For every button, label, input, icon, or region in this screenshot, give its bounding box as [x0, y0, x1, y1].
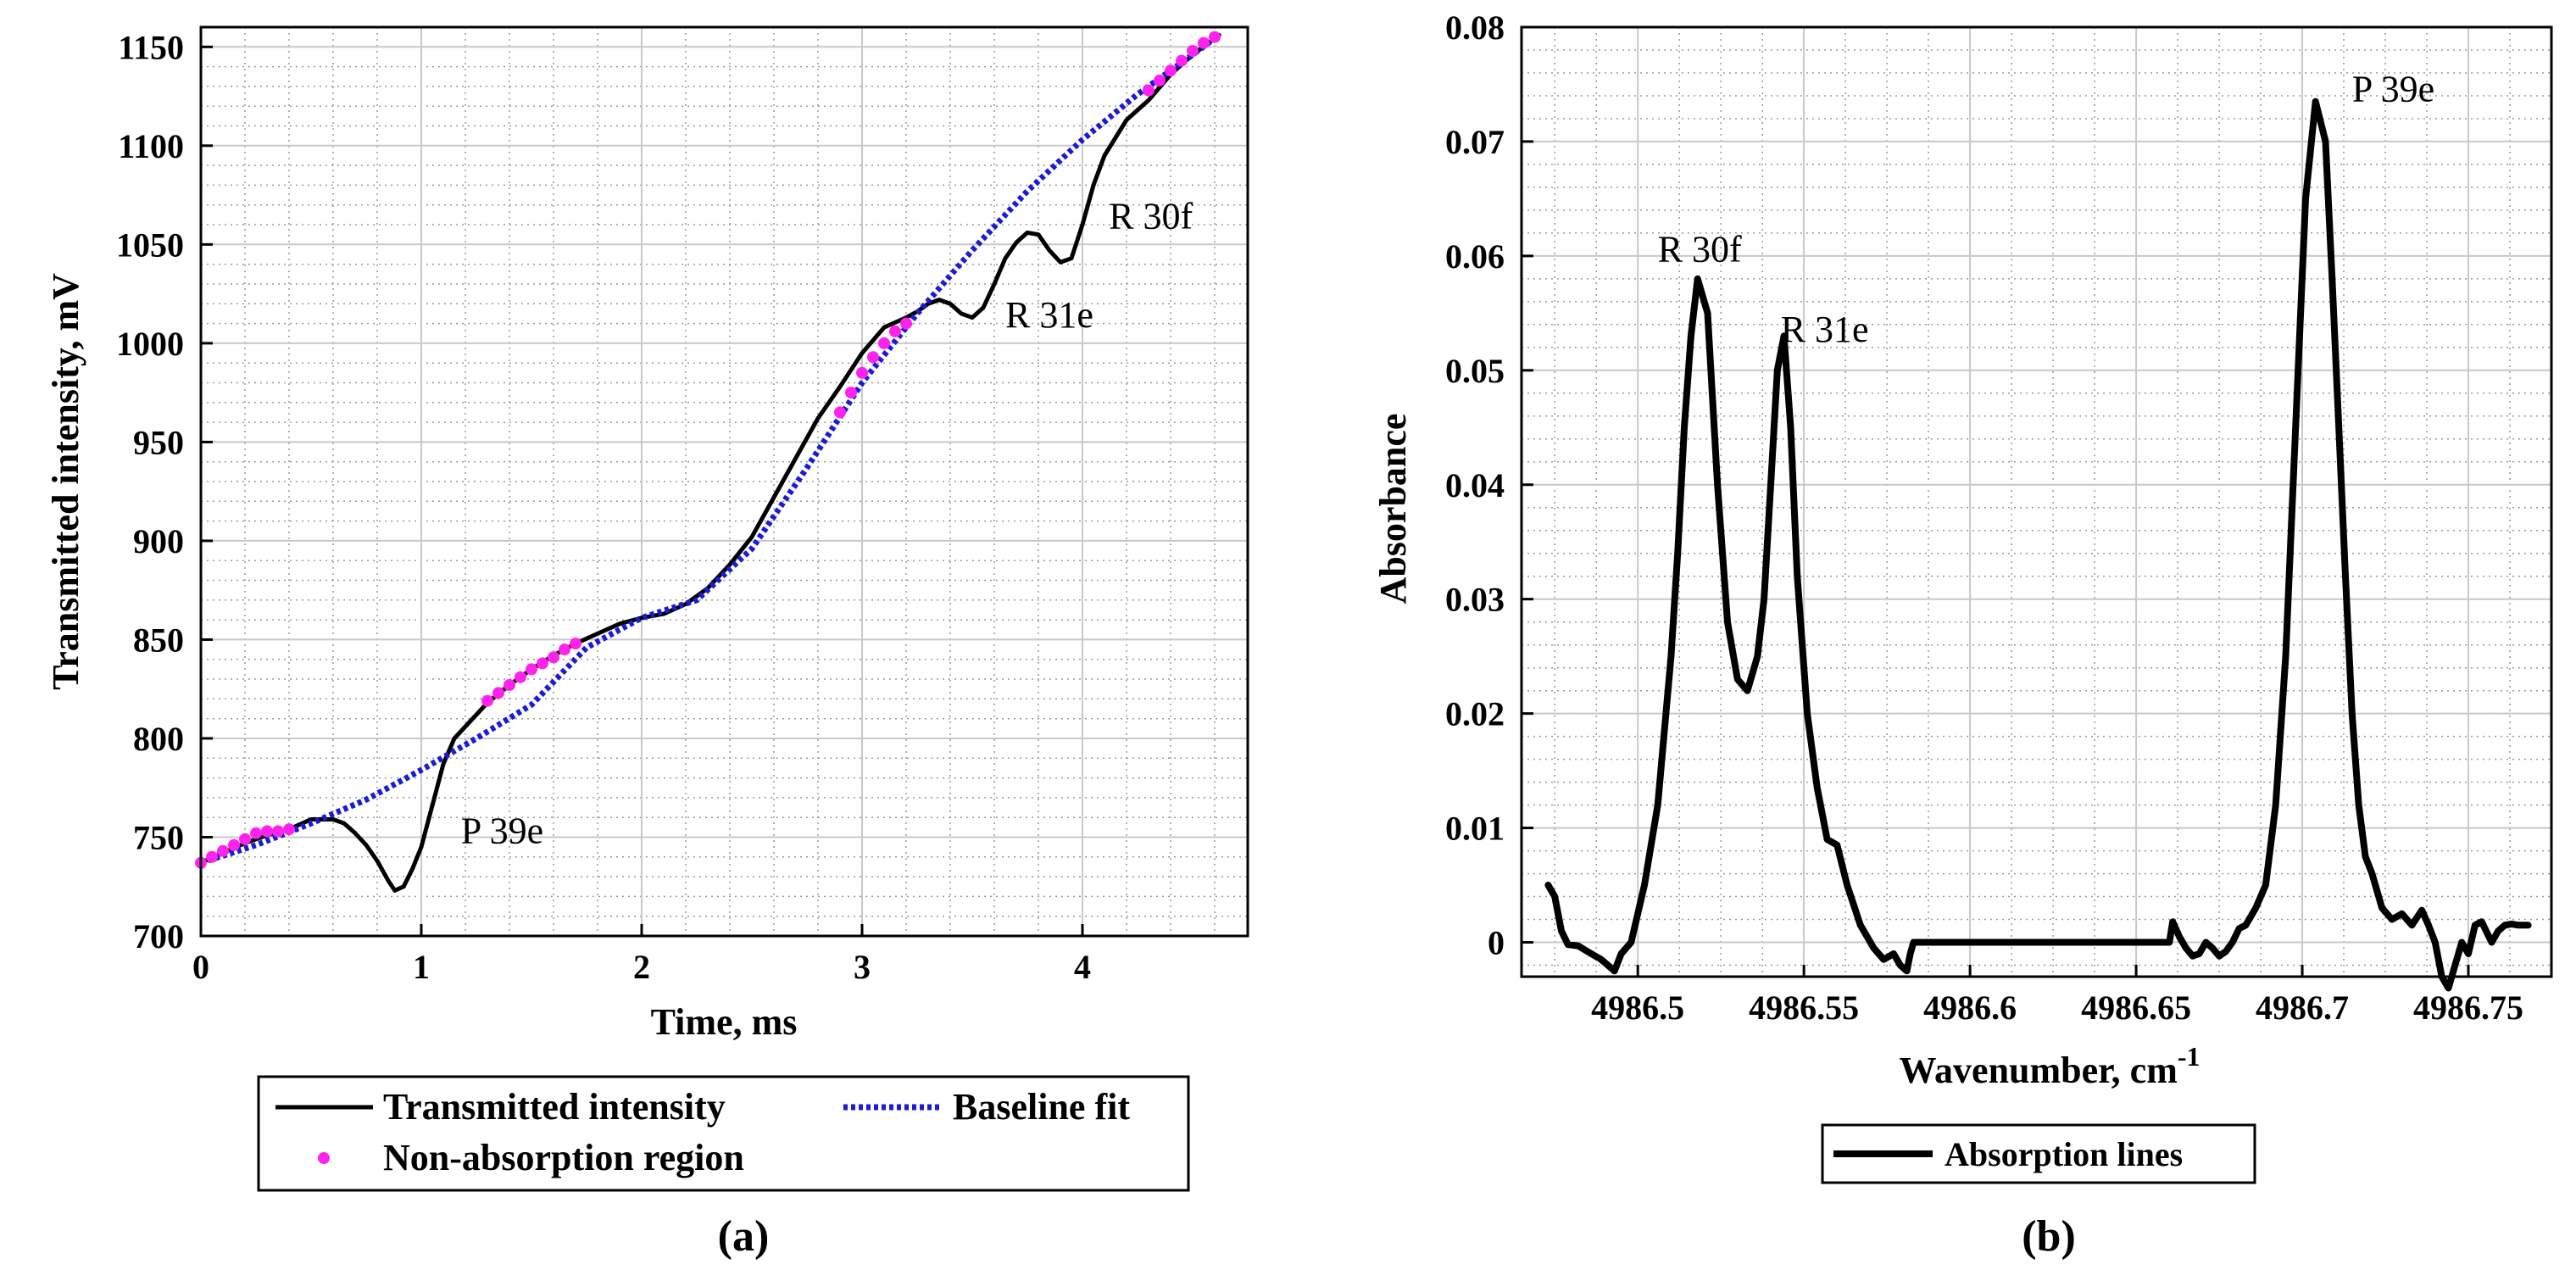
panel-b-legend: Absorption lines	[1821, 1123, 2256, 1184]
series-non-absorption-region-point	[1187, 45, 1199, 57]
series-non-absorption-region-point	[239, 833, 251, 845]
series-non-absorption-region-point	[1154, 74, 1166, 86]
panel-a-y-tick-label: 1100	[118, 127, 184, 165]
series-non-absorption-region-point	[272, 825, 284, 838]
panel-a-x-axis-title: Time, ms	[651, 1001, 798, 1043]
series-non-absorption-region-point	[515, 671, 526, 683]
panel-b-x-tick-label: 4986.55	[1749, 989, 1859, 1027]
series-non-absorption-region-point	[1165, 64, 1177, 77]
panel-b-x-tick-label: 4986.7	[2256, 989, 2349, 1027]
panel-a-annotation: R 30f	[1109, 196, 1193, 237]
series-non-absorption-region-point	[1209, 31, 1221, 43]
legend-absorption-lines-label: Absorption lines	[1945, 1135, 2183, 1173]
series-non-absorption-region-point	[206, 850, 218, 863]
series-non-absorption-region-point	[492, 687, 504, 699]
panel-b-x-axis-title-text: Wavenumber, cm	[1899, 1050, 2177, 1091]
series-non-absorption-region-point	[856, 366, 868, 379]
panel-b-y-tick-label: 0.08	[1445, 8, 1505, 47]
panel-b-x-tick-label: 4986.75	[2413, 989, 2523, 1027]
panel-b-label: (b)	[2022, 1212, 2076, 1261]
panel-b-x-axis-title-sup: -1	[2178, 1041, 2200, 1072]
legend-non-absorption-swatch	[318, 1152, 330, 1164]
panel-b-y-tick-label: 0.07	[1445, 123, 1505, 161]
series-non-absorption-region-point	[228, 838, 240, 851]
panel-a-legend-box	[257, 1075, 1190, 1192]
panel-a-y-tick-label: 800	[133, 720, 184, 758]
series-non-absorption-region-point	[481, 694, 493, 707]
series-non-absorption-region-point	[250, 827, 262, 839]
series-non-absorption-region-point	[900, 317, 912, 330]
panel-b-annotations: R 30f R 31e P 39e	[1658, 69, 2434, 350]
series-non-absorption-region-point	[217, 844, 229, 857]
panel-a-y-tick-label: 700	[133, 917, 184, 955]
panel-a-x-tick-label: 2	[633, 948, 650, 986]
legend-non-absorption-label: Non-absorption region	[383, 1137, 744, 1178]
panel-b-y-tick-label: 0.05	[1445, 352, 1505, 390]
panel-b-chart: 4986.5 4986.55 4986.6 4986.65 4986.7 4986.75 0…	[1372, 8, 2553, 1261]
series-non-absorption-region-point	[537, 657, 548, 670]
panel-b-x-tick-label: 4986.6	[1923, 989, 2017, 1027]
panel-a-y-tick-label: 900	[133, 522, 184, 560]
panel-b-series	[1544, 97, 2532, 992]
series-non-absorption-region-point	[283, 823, 295, 836]
panel-a-y-axis-title: Transmitted intensity, mV	[45, 273, 86, 690]
panel-a-y-tick-label: 750	[133, 818, 184, 856]
panel-b-y-tick-label: 0.03	[1445, 581, 1505, 619]
series-non-absorption-region-point	[261, 825, 273, 838]
legend-transmitted-intensity-label: Transmitted intensity	[383, 1086, 726, 1128]
panel-b-y-axis-title: Absorbance	[1372, 414, 1414, 604]
series-non-absorption-region-point	[559, 643, 570, 656]
panel-b-y-tick-label: 0.01	[1445, 810, 1505, 848]
panel-b-x-tick-label: 4986.65	[2081, 989, 2191, 1027]
panel-a-chart: 0 1 2 3 47007508008509009501000105011001150 …	[45, 25, 1249, 1261]
panel-a-grid	[200, 26, 1248, 937]
legend-baseline-fit-label: Baseline fit	[953, 1086, 1130, 1128]
panel-a-axes-box	[199, 25, 1249, 938]
series-non-absorption-region-point	[526, 663, 537, 676]
panel-b-axes-box	[1520, 25, 2553, 978]
panel-a-y-tick-label: 1000	[116, 325, 184, 363]
series-non-absorption-region-point	[570, 638, 581, 650]
panel-a-x-tick-label: 4	[1074, 948, 1091, 986]
series-non-absorption-region-point	[504, 679, 515, 691]
panel-a-ticks: 0 1 2 3 4 700 750 800 850 900 950 1000 1050 1100 1150	[116, 28, 1091, 986]
panel-a-legend: Transmitted intensity Baseline fit Non-a…	[257, 1075, 1190, 1192]
panel-a-x-tick-label: 0	[192, 948, 209, 986]
panel-b-x-axis-title: Wavenumber, cm-1	[1899, 1041, 2200, 1091]
panel-a-label: (a)	[718, 1212, 770, 1261]
series-non-absorption-region-point	[1176, 54, 1188, 67]
panel-b-annotation: P 39e	[2352, 69, 2434, 110]
panel-b-plot-area	[1522, 27, 2551, 977]
series-non-absorption-region-point	[1143, 84, 1154, 97]
series-transmitted-intensity-line	[198, 32, 1221, 893]
series-non-absorption-region-point	[834, 406, 846, 419]
series-non-absorption-region-point	[548, 651, 559, 664]
panel-a-x-tick-label: 3	[854, 948, 871, 986]
series-non-absorption-region-point	[1198, 36, 1210, 49]
panel-b-y-tick-label: 0	[1488, 924, 1505, 962]
panel-b-ticks: 4986.5 4986.55 4986.6 4986.65 4986.7 4986.75 0…	[1445, 8, 2523, 1027]
series-baseline-fit-line	[199, 32, 1221, 866]
panel-b-y-tick-label: 0.06	[1445, 237, 1505, 276]
panel-b-annotation: R 31e	[1781, 309, 1869, 350]
panel-a-annotation: R 31e	[1005, 294, 1093, 336]
panel-b-y-tick-label: 0.02	[1445, 695, 1505, 733]
panel-a-y-tick-label: 1050	[116, 226, 184, 264]
panel-a-y-tick-label: 1150	[118, 28, 184, 66]
series-non-absorption-region-point	[878, 337, 890, 349]
panel-a-series	[195, 31, 1221, 893]
panel-a-annotation: P 39e	[461, 810, 543, 852]
panel-a-y-tick-label: 950	[133, 423, 184, 461]
panel-a-x-tick-label: 1	[413, 948, 430, 986]
series-non-absorption-region-point	[867, 351, 879, 364]
series-absorption-lines-line	[1544, 97, 2532, 992]
series-non-absorption-region-point	[845, 387, 857, 399]
panel-b-annotation: R 30f	[1658, 229, 1742, 270]
panel-a-y-tick-label: 850	[133, 621, 184, 659]
panel-b-x-tick-label: 4986.5	[1591, 989, 1684, 1027]
panel-a-annotations: P 39e R 31e R 30f	[461, 196, 1193, 852]
series-non-absorption-region-point	[889, 325, 901, 337]
panel-b-y-tick-label: 0.04	[1445, 466, 1505, 504]
